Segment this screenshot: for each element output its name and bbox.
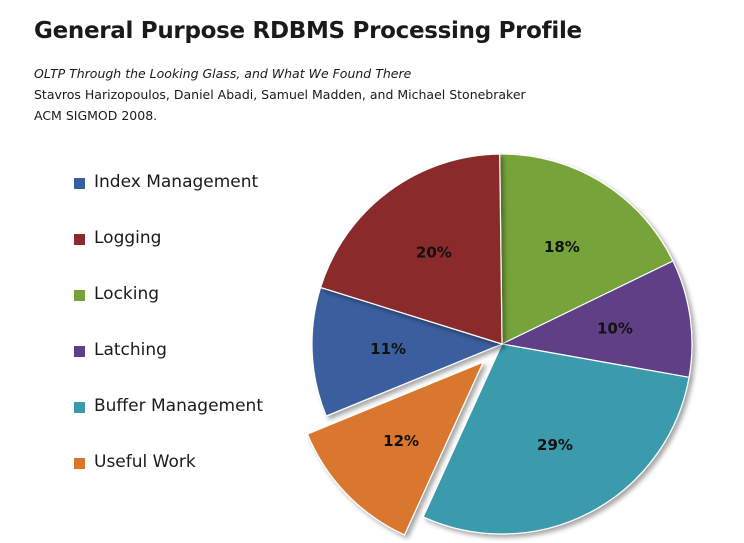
legend-swatch xyxy=(74,402,85,413)
slice-label: 20% xyxy=(416,244,452,262)
legend-label: Buffer Management xyxy=(94,396,263,416)
pie-slice-buffer-management xyxy=(422,343,690,535)
chart-title: General Purpose RDBMS Processing Profile xyxy=(34,18,582,44)
paper-authors: Stavros Harizopoulos, Daniel Abadi, Samu… xyxy=(34,87,526,102)
pie-slice-useful-work xyxy=(306,360,485,536)
paper-venue: ACM SIGMOD 2008. xyxy=(34,108,158,123)
legend-label: Locking xyxy=(94,284,160,304)
paper-title: OLTP Through the Looking Glass, and What… xyxy=(34,66,412,81)
slice-label: 29% xyxy=(537,436,573,454)
legend-label: Useful Work xyxy=(94,452,196,472)
legend-label: Index Management xyxy=(94,172,259,192)
legend-swatch xyxy=(74,290,85,301)
pie-slice-locking xyxy=(499,153,674,345)
pie-slice-logging xyxy=(319,153,503,345)
legend-label: Logging xyxy=(94,228,162,248)
pie-slice-index-management xyxy=(311,286,504,417)
slice-label: 11% xyxy=(370,340,406,358)
slice-label: 18% xyxy=(544,238,580,256)
slice-label: 10% xyxy=(597,319,633,337)
legend-swatch xyxy=(74,346,85,357)
legend-swatch xyxy=(74,458,85,469)
pie-slice-latching xyxy=(500,260,693,379)
legend-swatch xyxy=(74,234,85,245)
legend-label: Latching xyxy=(94,340,167,360)
legend-swatch xyxy=(74,178,85,189)
slice-label: 12% xyxy=(383,432,419,450)
